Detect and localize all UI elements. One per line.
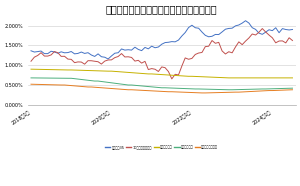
Legend: フラット35, 10年固定（メガ）, 変動（地銀）, 変動（メガ）, 変動（ネット系）: フラット35, 10年固定（メガ）, 変動（地銀）, 変動（メガ）, 変動（ネッ… bbox=[104, 144, 220, 151]
Title: モゲチェック住宅ローン金利インデックス: モゲチェック住宅ローン金利インデックス bbox=[106, 4, 218, 14]
